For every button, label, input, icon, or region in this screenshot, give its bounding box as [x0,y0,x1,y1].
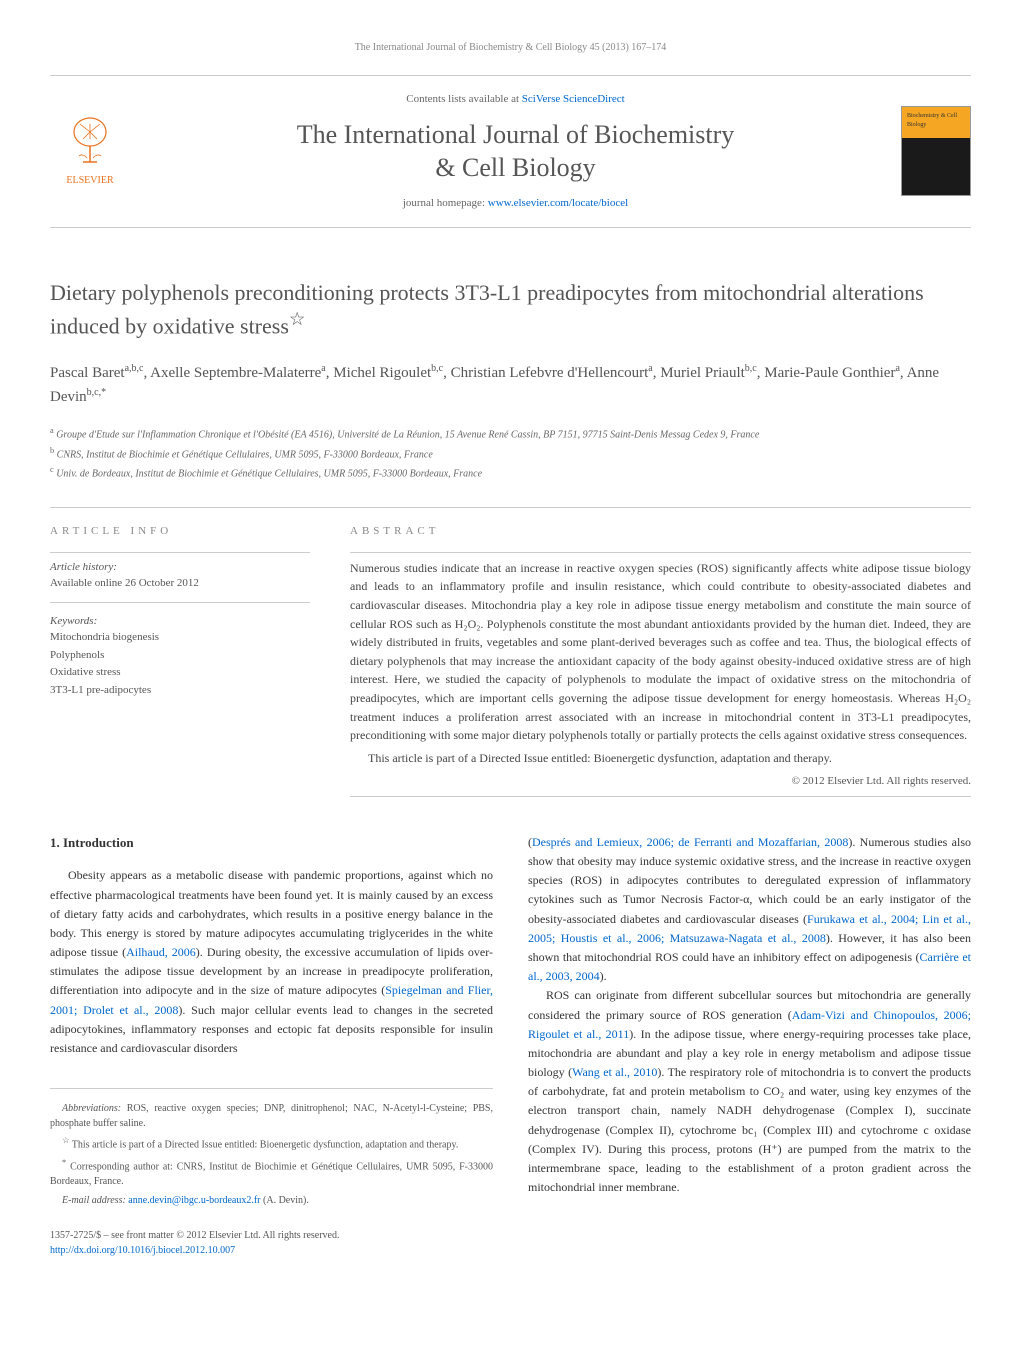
divider [350,552,971,553]
intro-p3: ROS can originate from different subcell… [528,986,971,1197]
star-footnote: ☆ This article is part of a Directed Iss… [50,1135,493,1152]
issn-line: 1357-2725/$ – see front matter © 2012 El… [50,1228,493,1243]
abstract-p2: This article is part of a Directed Issue… [350,749,971,768]
abstract-copyright: © 2012 Elsevier Ltd. All rights reserved… [350,773,971,790]
article-history-block: Article history: Available online 26 Oct… [50,559,310,603]
divider [350,796,971,797]
divider [50,552,310,553]
journal-homepage: journal homepage: www.elsevier.com/locat… [150,195,881,212]
elsevier-label: ELSEVIER [66,173,113,188]
affiliations: a Groupe d'Etude sur l'Inflammation Chro… [50,424,971,482]
body-columns: 1. Introduction Obesity appears as a met… [50,833,971,1258]
abbrev-footnote: Abbreviations: ROS, reactive oxygen spec… [50,1101,493,1131]
journal-name: The International Journal of Biochemistr… [150,118,881,186]
abstract-column: ABSTRACT Numerous studies indicate that … [350,523,971,803]
email-footnote: E-mail address: anne.devin@ibgc.u-bordea… [50,1193,493,1208]
elsevier-tree-icon [65,114,115,169]
journal-name-line2: & Cell Biology [435,153,595,182]
footnotes: Abbreviations: ROS, reactive oxygen spec… [50,1088,493,1208]
contents-prefix: Contents lists available at [406,93,521,105]
affiliation-c: c Univ. de Bordeaux, Institut de Biochim… [50,463,971,482]
running-head: The International Journal of Biochemistr… [50,40,971,55]
contents-line: Contents lists available at SciVerse Sci… [150,91,881,108]
abstract-heading: ABSTRACT [350,523,971,540]
body-column-right: (Després and Lemieux, 2006; de Ferranti … [528,833,971,1258]
corresponding-footnote: * Corresponding author at: CNRS, Institu… [50,1157,493,1189]
intro-heading: 1. Introduction [50,833,493,853]
bottom-bar: 1357-2725/$ – see front matter © 2012 El… [50,1228,493,1258]
journal-cover-thumbnail: Biochemistry & Cell Biology [901,106,971,196]
body-column-left: 1. Introduction Obesity appears as a met… [50,833,493,1258]
history-value: Available online 26 October 2012 [50,575,310,592]
homepage-link[interactable]: www.elsevier.com/locate/biocel [488,197,628,209]
article-info-column: ARTICLE INFO Article history: Available … [50,523,310,803]
authors-list: Pascal Bareta,b,c, Axelle Septembre-Mala… [50,361,971,409]
journal-name-line1: The International Journal of Biochemistr… [297,120,735,149]
header-center: Contents lists available at SciVerse Sci… [130,91,901,212]
journal-thumb-label: Biochemistry & Cell Biology [907,112,970,130]
title-footnote-marker: ☆ [289,309,305,329]
keywords-list: Mitochondria biogenesisPolyphenolsOxidat… [50,629,310,699]
abstract-text: Numerous studies indicate that an increa… [350,559,971,768]
keywords-label: Keywords: [50,613,310,630]
intro-p1: Obesity appears as a metabolic disease w… [50,866,493,1058]
affiliation-a: a Groupe d'Etude sur l'Inflammation Chro… [50,424,971,443]
history-label: Article history: [50,559,310,576]
email-link[interactable]: anne.devin@ibgc.u-bordeaux2.fr [128,1195,260,1206]
elsevier-logo: ELSEVIER [50,111,130,191]
meta-abstract-row: ARTICLE INFO Article history: Available … [50,523,971,803]
article-title-text: Dietary polyphenols preconditioning prot… [50,280,924,339]
affiliation-b: b CNRS, Institut de Biochimie et Génétiq… [50,444,971,463]
article-title: Dietary polyphenols preconditioning prot… [50,278,971,342]
keywords-block: Keywords: Mitochondria biogenesisPolyphe… [50,613,310,700]
body-text-right: (Després and Lemieux, 2006; de Ferranti … [528,833,971,1198]
article-info-heading: ARTICLE INFO [50,523,310,540]
homepage-prefix: journal homepage: [403,197,488,209]
body-text-left: Obesity appears as a metabolic disease w… [50,866,493,1058]
journal-header: ELSEVIER Contents lists available at Sci… [50,75,971,228]
intro-p2: (Després and Lemieux, 2006; de Ferranti … [528,833,971,987]
doi-link[interactable]: http://dx.doi.org/10.1016/j.biocel.2012.… [50,1245,235,1256]
abstract-p1: Numerous studies indicate that an increa… [350,559,971,745]
divider [50,507,971,508]
sciencedirect-link[interactable]: SciVerse ScienceDirect [522,93,625,105]
